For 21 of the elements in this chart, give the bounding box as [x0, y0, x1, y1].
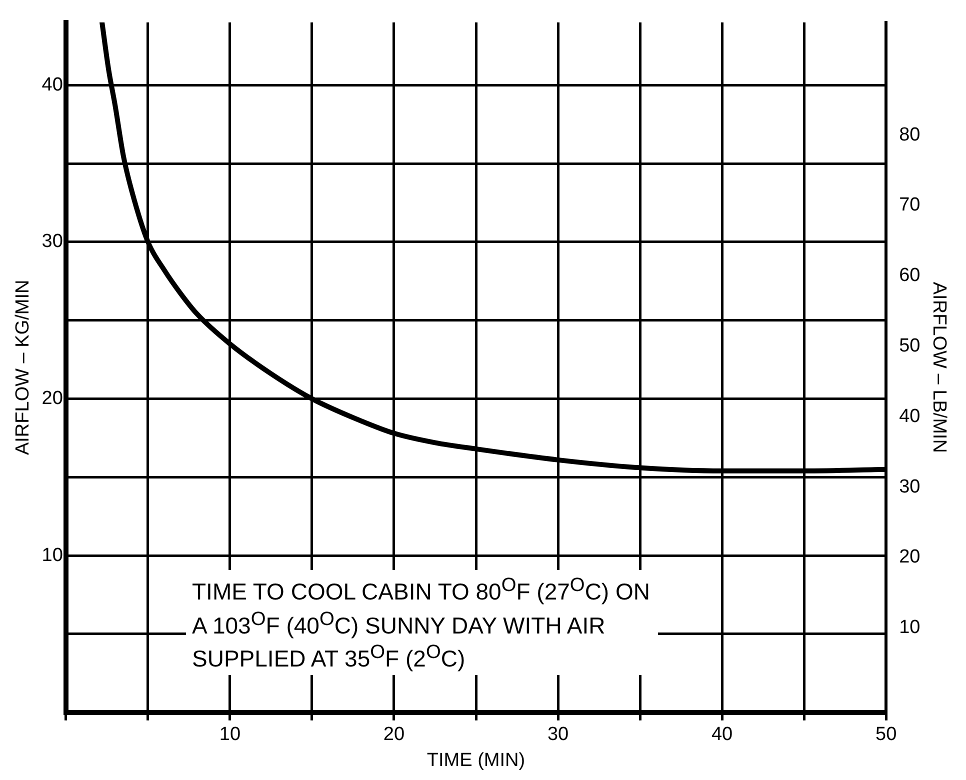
y-tick-label: 10 — [42, 544, 63, 566]
x-tick-label: 30 — [547, 724, 569, 746]
y2-tick-label: 10 — [899, 617, 920, 638]
x-axis-title: TIME (MIN) — [426, 750, 526, 771]
y2-tick-label: 70 — [899, 194, 920, 216]
y-tick-label: 20 — [42, 388, 63, 409]
y-tick-label: 40 — [42, 74, 63, 96]
y2-axis-title: AIRFLOW – LB/MIN — [928, 282, 950, 453]
y2-tick-label: 60 — [899, 265, 920, 286]
y2-tick-label: 80 — [899, 124, 920, 146]
x-tick-label: 40 — [711, 724, 733, 746]
y2-tick-label: 50 — [899, 336, 920, 357]
text: TIME TO COOL CABIN TO 80$^{O}$F (27$^{O}$C) ON A 103$^{O}$F (40$^{O}$C) SUNNY DAY WITH AIR SUPPLIED AT 35$^{O}$F (2$^{O}$C) — [192, 575, 650, 672]
y2-tick-label: 30 — [899, 476, 920, 498]
x-tick-label: 50 — [875, 724, 897, 746]
x-tick-label: 10 — [219, 724, 241, 746]
y2-tick-label: 40 — [899, 406, 920, 427]
y-tick-label: 30 — [42, 231, 63, 252]
y-axis-title: AIRFLOW – KG/MIN — [12, 280, 34, 456]
y2-tick-label: 20 — [899, 546, 920, 568]
x-tick-label: 20 — [383, 724, 405, 746]
